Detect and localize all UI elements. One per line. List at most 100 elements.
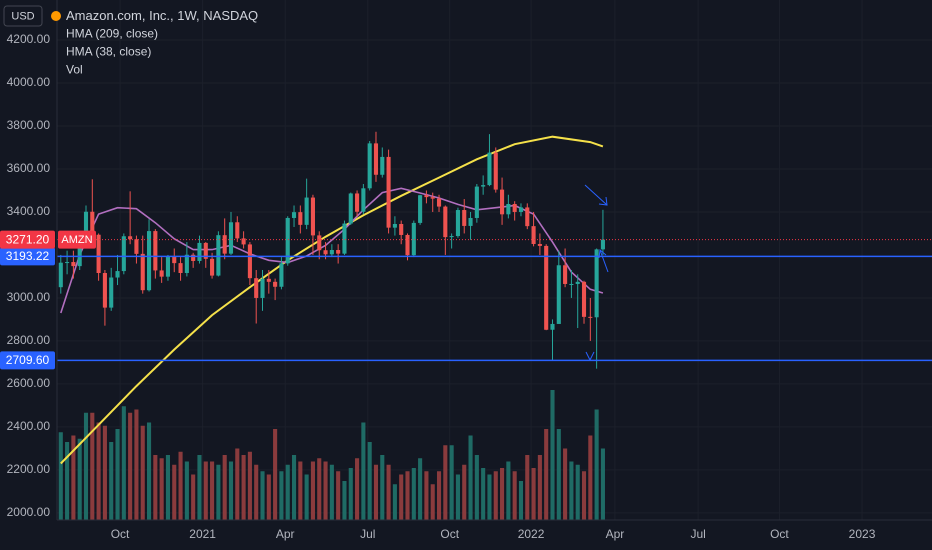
candle-body: [336, 250, 341, 254]
volume-bar: [348, 468, 353, 520]
x-tick-label: Oct: [440, 527, 459, 541]
volume-bar: [159, 458, 164, 520]
arrow-head: [598, 196, 608, 206]
candle-body: [436, 198, 442, 207]
candle-body: [102, 273, 107, 308]
candle-body: [493, 152, 498, 190]
candle-body: [191, 254, 196, 261]
candle-body: [323, 250, 328, 255]
candle-body: [310, 197, 315, 236]
volume-bar: [96, 422, 101, 520]
candle-body: [575, 281, 580, 284]
candle-body: [556, 265, 561, 324]
x-tick-label: Apr: [606, 527, 625, 541]
volume-bar: [525, 455, 530, 520]
candle-body: [71, 262, 76, 267]
candle-body: [172, 256, 177, 264]
volume-bar: [600, 448, 605, 520]
volume-bar: [443, 445, 448, 520]
arrow-head: [598, 249, 607, 259]
volume-bar: [235, 448, 240, 520]
candle-body: [109, 277, 114, 308]
candle-body: [285, 217, 290, 264]
candle-body: [228, 222, 234, 254]
volume-bar: [506, 461, 511, 520]
volume-bar: [512, 471, 517, 520]
x-tick-label: Oct: [770, 527, 789, 541]
volume-bar: [222, 455, 227, 520]
candle-body: [569, 283, 574, 285]
volume-bar: [468, 435, 473, 520]
symbol-label-box: [58, 230, 96, 249]
candle-body: [424, 195, 429, 198]
price-label-box: [0, 230, 55, 249]
candle-body: [254, 278, 259, 298]
symbol-icon: [51, 11, 61, 21]
candle-body: [291, 212, 297, 218]
candle-body: [355, 193, 360, 212]
x-tick-label: Apr: [276, 527, 295, 541]
y-tick-label: 4000.00: [7, 75, 51, 89]
volume-bar: [298, 461, 303, 520]
candle-layer: [58, 131, 605, 369]
candle-body: [210, 258, 215, 276]
drawings: [584, 184, 609, 362]
y-tick-label: 2000.00: [7, 505, 51, 519]
legend-entry: Vol: [66, 63, 83, 77]
volume-bar: [273, 429, 278, 520]
volume-bar: [134, 409, 139, 520]
volume-bar: [210, 461, 215, 520]
volume-bar: [581, 471, 587, 520]
candle-body: [600, 239, 605, 250]
y-tick-label: 3600.00: [7, 161, 51, 175]
candle-body: [317, 235, 322, 251]
volume-bar: [83, 412, 89, 520]
candle-body: [392, 223, 397, 228]
y-tick-label: 2200.00: [7, 462, 51, 476]
volume-bar: [90, 412, 95, 520]
candle-body: [247, 244, 252, 279]
level-label: 3193.22: [6, 249, 50, 263]
arrow-line: [599, 249, 609, 273]
candle-body: [594, 249, 599, 318]
volume-bar: [317, 458, 322, 520]
candle-body: [153, 231, 158, 271]
candle-body: [399, 223, 404, 235]
legend-entry: HMA (209, close): [66, 27, 158, 41]
candle-body: [537, 243, 542, 246]
axes: 2000.00 2200.00 2400.00 2600.00 2800.00 3000.…: [7, 32, 876, 541]
volume-bar: [121, 406, 126, 520]
x-tick-label: Oct: [111, 527, 130, 541]
candle-body: [222, 235, 227, 254]
volume-bar: [247, 451, 252, 520]
volume-bar: [462, 464, 467, 520]
candle-body: [443, 206, 448, 238]
volume-bar: [178, 451, 183, 520]
candle-body: [418, 195, 423, 223]
candle-body: [146, 231, 152, 291]
volume-bar: [455, 474, 460, 520]
candle-body: [563, 265, 568, 284]
volume-bar: [424, 471, 429, 520]
volume-bar: [153, 455, 158, 520]
candle-body: [65, 262, 70, 264]
volume-bar: [563, 448, 568, 520]
volume-bar: [493, 471, 498, 520]
volume-bar: [367, 442, 372, 520]
price-label: 3271.20: [6, 232, 50, 246]
currency-box: [3, 5, 43, 27]
candle-body: [411, 222, 416, 256]
volume-bar: [260, 471, 265, 520]
candle-body: [525, 207, 530, 227]
candle-body: [115, 271, 120, 278]
volume-bar: [77, 438, 82, 520]
y-tick-label: 2600.00: [7, 376, 51, 390]
volume-bar: [418, 458, 423, 520]
volume-bar: [184, 461, 189, 520]
candle-body: [474, 186, 479, 218]
volume-bar: [518, 481, 524, 520]
x-tick-label: 2021: [189, 527, 216, 541]
volume-bar: [191, 474, 196, 520]
candle-body: [134, 239, 139, 254]
candle-body: [178, 263, 183, 274]
